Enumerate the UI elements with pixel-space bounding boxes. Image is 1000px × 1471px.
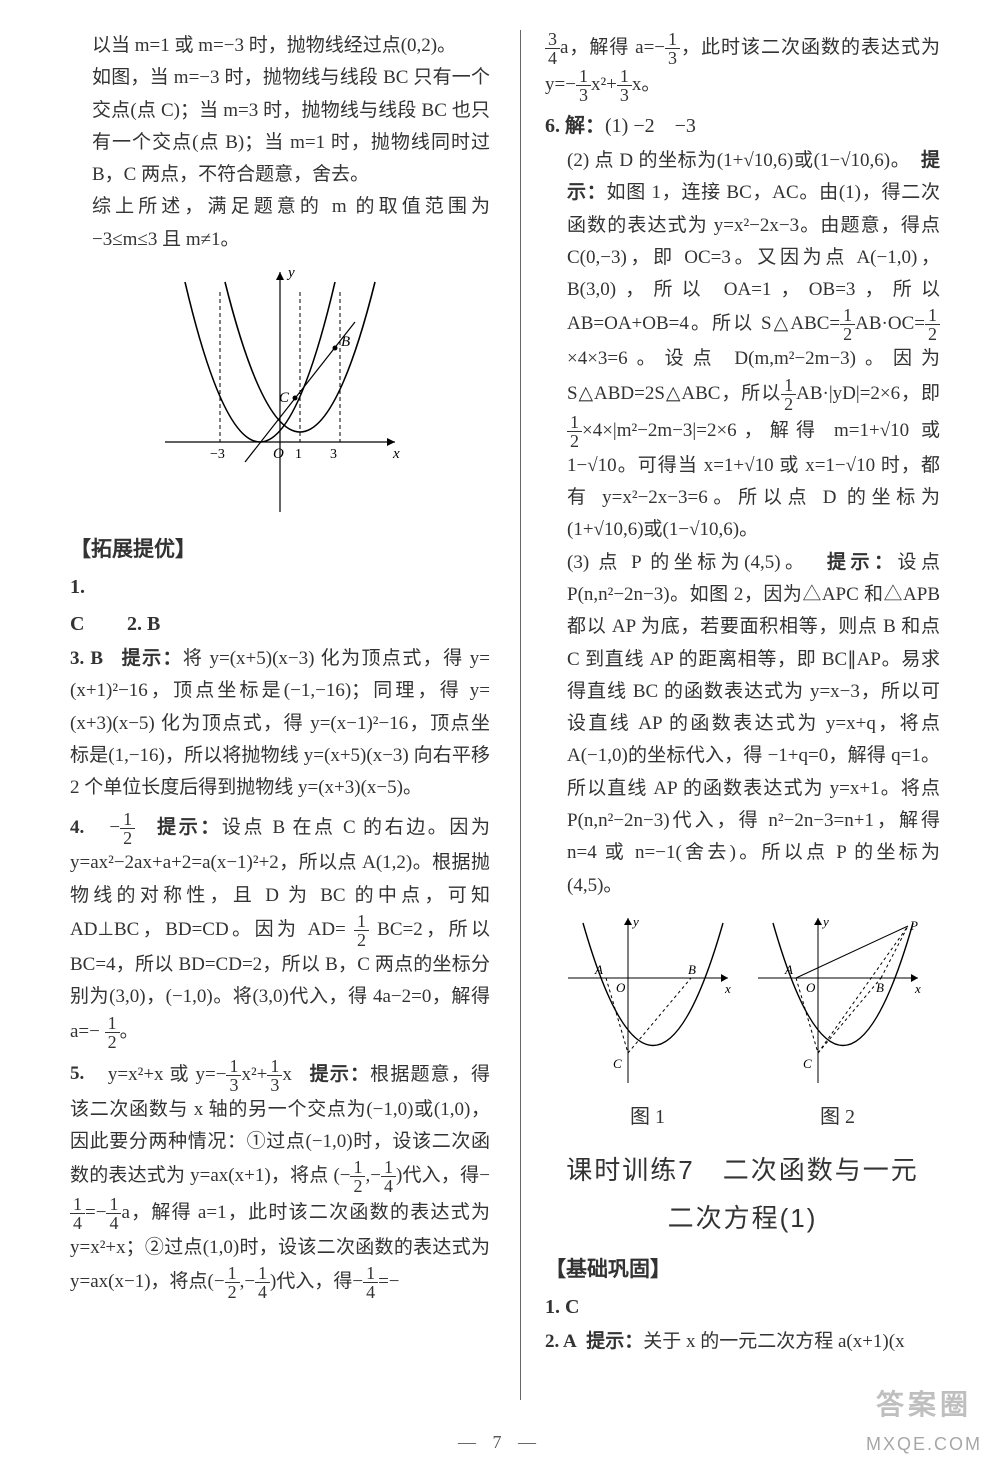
svg-text:C: C [613,1056,622,1071]
q4-prefix: 4. [70,812,102,844]
q5: 5. y=x²+x 或 y=−13x²+13x 提示：根据题意，得该二次函数与 … [70,1057,490,1302]
q6-header: 6. 解：(1) −2 −3 [545,108,940,145]
watermark-sub: MXQE.COM [866,1428,982,1461]
figures-row: y x O A B C 图 1 [545,902,940,1136]
basic-q2: 2. A 提示：关于 x 的一元二次方程 a(x+1)(x [545,1326,940,1358]
q5-hint-label: 提示： [310,1063,371,1084]
tick-3: 3 [330,447,337,462]
lesson-title-1: 课时训练7 二次函数与一元 [545,1146,940,1194]
heading-expand: 【拓展提优】 [70,530,490,569]
heading-basic: 【基础巩固】 [545,1250,940,1289]
intro-line-3: 综上所述，满足题意的 m 的取值范围为 −3≤m≤3 且 m≠1。 [70,191,490,256]
q4-frac-end: 12 [105,1014,120,1051]
page-number: — 7 — [0,1426,1000,1459]
q3: 3. B 提示：将 y=(x+5)(x−3) 化为顶点式，得 y=(x+1)²−… [70,643,490,804]
svg-text:x: x [724,981,731,996]
svg-text:x: x [914,981,921,996]
q5-ans1: y=x²+x 或 y=− [108,1063,227,1084]
graph1-ylabel: y [286,265,295,281]
q4-hint-label: 提示： [157,817,222,838]
watermark-main: 答案圈 [876,1379,972,1431]
q4-body-c: 。 [120,1020,139,1041]
row-q1-q2: 1. C 2. B [70,569,490,643]
q5-continuation: 34a，解得 a=−13，此时该二次函数的表达式为 y=−13x²+13x。 [545,30,940,104]
q3-hint-label: 提示： [122,648,183,669]
q6-part2: (2) 点 D 的坐标为(1+√10,6)或(1−√10,6)。 提示：如图 1… [545,145,940,547]
svg-text:O: O [806,980,816,995]
svg-text:O: O [616,980,626,995]
tick-m3: −3 [210,447,225,462]
q5-prefix: 5. [70,1058,102,1090]
graph1-xlabel: x [392,446,400,462]
svg-text:B: B [688,962,696,977]
intro-line-1: 以当 m=1 或 m=−3 时，抛物线经过点(0,2)。 [70,30,490,62]
q3-body: 将 y=(x+5)(x−3) 化为顶点式，得 y=(x+1)²−16，顶点坐标是… [70,648,490,798]
svg-text:C: C [803,1056,812,1071]
tick-1: 1 [295,447,302,462]
q6-prefix: 6. 解： [545,115,605,137]
basic-q1: 1. C [545,1289,940,1326]
q2: 2. B [127,613,160,635]
graph1-point-b: B [341,334,350,350]
fig2-label: 图 2 [748,1099,928,1136]
svg-text:y: y [631,914,639,929]
q3-prefix: 3. B [70,648,103,669]
figure-1: y x O A B C [558,908,738,1093]
svg-text:A: A [594,962,603,977]
graph-parabolas: O x y −3 1 3 B C [155,262,405,522]
svg-text:P: P [909,918,918,933]
q4-answer-frac: 12 [120,810,135,847]
svg-text:y: y [821,914,829,929]
lesson-title-2: 二次方程(1) [545,1194,940,1242]
svg-text:A: A [784,962,793,977]
graph1-point-c: C [279,390,290,406]
fig1-label: 图 1 [558,1099,738,1136]
q1: 1. C [70,569,102,643]
q4: 4. −12 提示：设点 B 在点 C 的右边。因为 y=ax²−2ax+a+2… [70,810,490,1050]
intro-line-2: 如图，当 m=−3 时，抛物线与线段 BC 只有一个交点(点 C)；当 m=3 … [70,62,490,191]
graph1-origin: O [273,446,284,462]
q4-frac-mid: 12 [354,912,369,949]
q6-part3: (3) 点 P 的坐标为(4,5)。 提示：设点 P(n,n²−2n−3)。如图… [545,547,940,902]
figure-2: y x O A B C P [748,908,928,1093]
q6-part1: (1) −2 −3 [605,115,696,137]
